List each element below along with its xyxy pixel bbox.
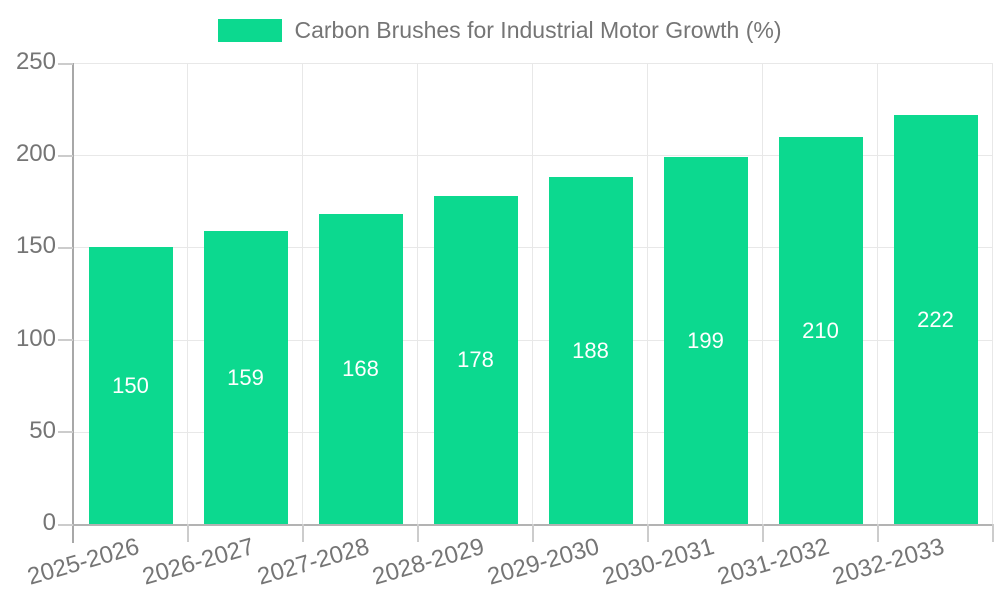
gridline-vertical xyxy=(647,63,648,524)
gridline-horizontal xyxy=(73,247,993,249)
y-axis-tick xyxy=(58,431,73,434)
x-axis-line xyxy=(58,524,993,526)
x-axis-tick xyxy=(302,524,304,542)
y-axis-line xyxy=(72,63,74,543)
gridline-vertical xyxy=(992,63,993,524)
bar: 199 xyxy=(663,157,748,524)
bar: 159 xyxy=(203,231,288,524)
bar-value-label: 159 xyxy=(227,364,264,390)
x-axis-tick xyxy=(187,524,189,542)
gridline-horizontal xyxy=(73,63,993,64)
bar: 150 xyxy=(88,247,173,524)
x-axis-tick-label: 2030-2031 xyxy=(599,533,717,591)
y-axis-tick-label: 100 xyxy=(15,324,56,352)
bar: 210 xyxy=(778,137,863,524)
gridline-vertical xyxy=(762,63,763,524)
bar-value-label: 188 xyxy=(572,337,609,363)
gridline-horizontal xyxy=(73,431,993,433)
x-axis-tick xyxy=(877,524,879,542)
x-axis-tick-label: 2027-2028 xyxy=(254,533,372,591)
bar: 222 xyxy=(893,115,978,524)
gridline-vertical xyxy=(302,63,303,524)
y-axis-tick-label: 200 xyxy=(15,140,56,168)
gridline-vertical xyxy=(187,63,188,524)
gridline-horizontal xyxy=(73,339,993,341)
x-axis-tick-label: 2032-2033 xyxy=(829,533,947,591)
plot-area: 150 159 168 178 188 199 210 222 xyxy=(58,62,994,543)
y-axis-tick-label: 150 xyxy=(15,232,56,260)
bar-value-label: 222 xyxy=(917,306,954,332)
legend-label: Carbon Brushes for Industrial Motor Grow… xyxy=(294,17,782,43)
x-axis-tick-label: 2029-2030 xyxy=(484,533,602,591)
bar-value-label: 178 xyxy=(457,347,494,372)
y-axis-tick xyxy=(58,246,73,249)
bar-value-label: 150 xyxy=(112,372,149,398)
x-axis-tick-label: 2031-2032 xyxy=(714,533,832,591)
chart-legend: Carbon Brushes for Industrial Motor Grow… xyxy=(0,17,1000,44)
x-axis-tick xyxy=(762,524,764,542)
gridline-horizontal xyxy=(73,155,993,157)
x-axis-tick-label: 2028-2029 xyxy=(369,533,487,591)
x-axis-tick xyxy=(992,524,994,542)
gridline-vertical xyxy=(532,63,533,524)
y-axis-tick xyxy=(58,339,73,342)
legend-swatch xyxy=(218,19,283,42)
y-axis-tick xyxy=(58,62,73,65)
bar: 188 xyxy=(548,177,633,524)
x-axis-tick-label: 2026-2027 xyxy=(139,533,257,591)
gridline-vertical xyxy=(417,63,418,524)
bar-value-label: 210 xyxy=(802,317,839,343)
y-axis-tick xyxy=(58,523,73,526)
y-axis-tick-label: 250 xyxy=(15,47,56,75)
bar-value-label: 168 xyxy=(342,356,379,381)
bar: 168 xyxy=(318,214,403,524)
y-axis-tick-label: 0 xyxy=(42,508,56,536)
bar-value-label: 199 xyxy=(687,327,724,353)
x-axis-tick xyxy=(647,524,649,542)
y-axis-tick-label: 50 xyxy=(29,416,56,444)
y-axis-tick xyxy=(58,154,73,157)
bar: 178 xyxy=(433,196,518,524)
gridline-vertical xyxy=(877,63,878,524)
x-axis-tick xyxy=(417,524,419,542)
x-axis-tick-label: 2025-2026 xyxy=(24,533,142,591)
x-axis-tick xyxy=(532,524,534,542)
